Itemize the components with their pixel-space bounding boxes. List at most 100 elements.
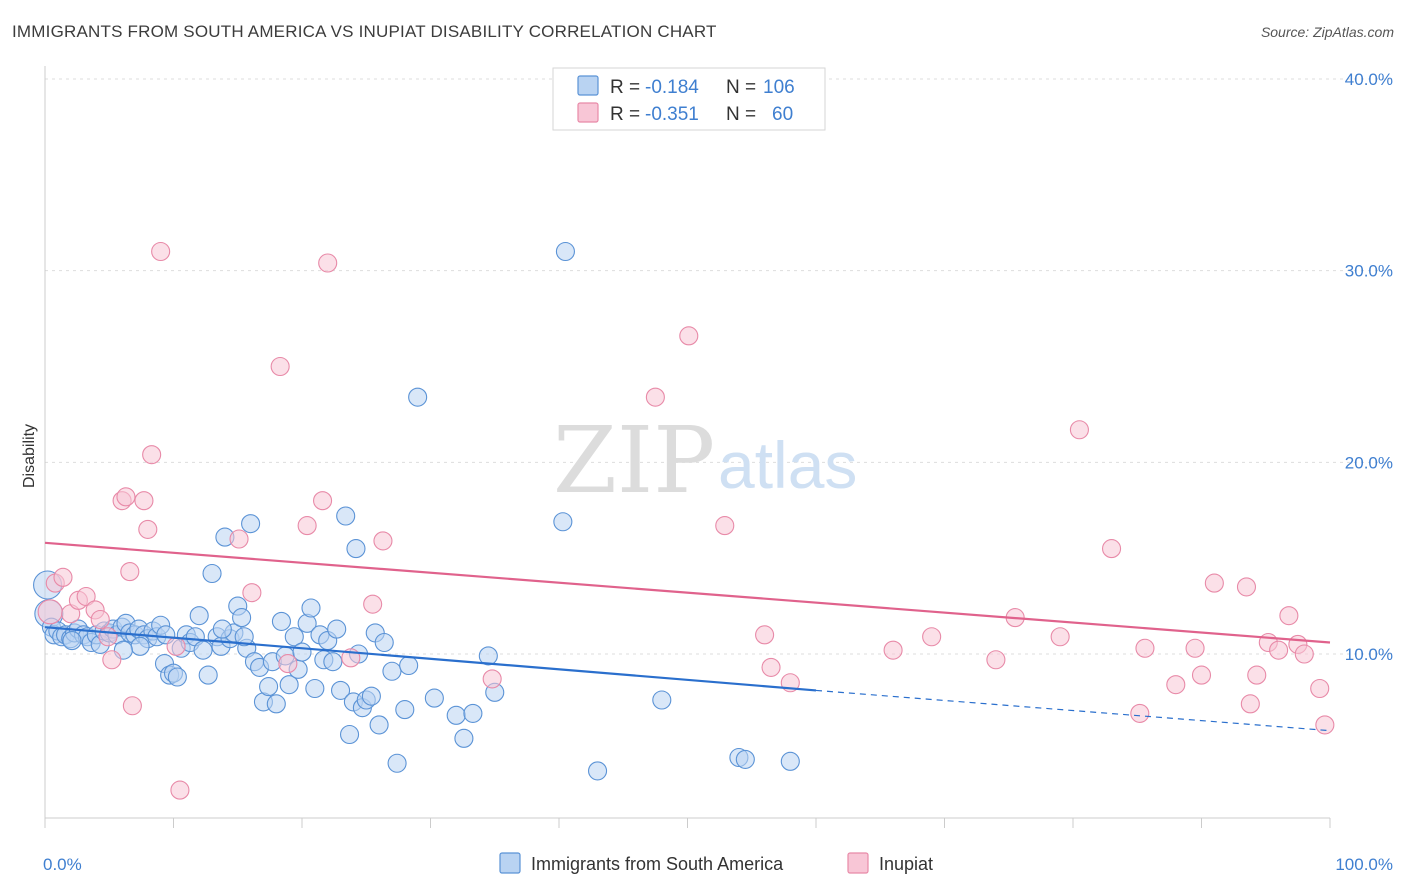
legend-r-value-pink: -0.351	[645, 104, 699, 125]
legend-box: R = -0.184 N = 106 R = -0.351 N = 60	[552, 67, 826, 131]
watermark: ZIP atlas	[553, 407, 857, 514]
axes	[44, 66, 1331, 828]
inupiat-point	[229, 529, 249, 549]
inupiat-point	[1204, 573, 1224, 593]
inupiat-point	[1191, 665, 1212, 685]
y-tick-label: 20.0%	[1345, 453, 1393, 472]
immigrants-point	[212, 619, 232, 639]
inupiat-point	[242, 583, 262, 603]
y-axis-label: Disability	[21, 424, 38, 488]
inupiat-point	[170, 780, 190, 800]
inupiat-point	[102, 650, 122, 670]
inupiat-point	[1069, 420, 1089, 440]
inupiat-point	[1279, 606, 1299, 626]
inupiat-point	[761, 657, 781, 677]
watermark-atlas: atlas	[718, 428, 857, 502]
inupiat-point	[922, 627, 942, 647]
immigrants-point	[284, 627, 304, 647]
trend-lines	[44, 541, 1331, 732]
immigrants-point	[587, 761, 608, 781]
inupiat-point	[1294, 644, 1314, 664]
inupiat-point	[1315, 715, 1335, 735]
inupiat-point	[90, 609, 110, 630]
inupiat-point	[120, 562, 140, 582]
immigrants-point	[463, 703, 483, 723]
immigrants-point	[652, 690, 672, 710]
inupiat-point	[1130, 703, 1150, 723]
inupiat-point	[1240, 694, 1260, 714]
immigrants-point	[301, 598, 321, 618]
bottom-legend-swatch-pink	[847, 852, 869, 874]
immigrants-point	[369, 715, 389, 735]
inupiat-point	[1310, 678, 1330, 699]
immigrants-point	[780, 751, 800, 771]
immigrants-point	[382, 661, 402, 681]
y-tick-label: 40.0%	[1345, 70, 1393, 89]
immigrants-point	[330, 680, 351, 700]
immigrants-point	[130, 636, 150, 656]
inupiat-point	[986, 650, 1006, 670]
immigrants-point	[346, 539, 366, 559]
inupiat-point	[122, 696, 142, 716]
inupiat-point	[482, 669, 502, 689]
immigrants-point	[266, 694, 286, 714]
inupiat-point	[1236, 577, 1257, 597]
legend-r-label-blue: R =	[610, 77, 640, 98]
bottom-legend: Immigrants from South America Inupiat	[499, 852, 933, 874]
immigrants-point	[189, 606, 209, 626]
inupiat-point	[313, 491, 333, 511]
immigrants-point	[399, 655, 419, 676]
inupiat-point	[1166, 675, 1186, 695]
immigrants-point	[374, 632, 394, 653]
inupiat-point	[151, 241, 171, 262]
immigrants-point	[555, 241, 575, 262]
series-inupiat-points	[37, 241, 1335, 800]
inupiat-point	[645, 387, 665, 407]
immigrants-point	[395, 700, 415, 720]
y-tick-label: 10.0%	[1345, 645, 1393, 664]
inupiat-point	[98, 627, 118, 647]
immigrants-point	[361, 686, 381, 706]
immigrants-point	[279, 675, 299, 695]
legend-n-value-blue: 106	[763, 77, 795, 98]
immigrants-point	[234, 627, 254, 647]
legend-swatch-blue	[577, 75, 599, 96]
inupiat-point	[142, 445, 162, 465]
x-tick-label: 0.0%	[43, 855, 82, 874]
immigrants-point	[387, 753, 407, 773]
immigrants-point	[454, 728, 474, 748]
inupiat-point	[134, 491, 154, 511]
immigrants-point	[424, 688, 444, 708]
immigrants-point	[327, 619, 347, 639]
immigrants-point	[167, 667, 187, 687]
inupiat-point	[679, 326, 699, 346]
immigrants-point	[446, 705, 466, 725]
inupiat-point	[116, 487, 136, 507]
immigrants-point	[241, 514, 261, 534]
immigrants-point	[202, 563, 222, 584]
inupiat-point	[363, 594, 383, 614]
inupiat-point	[278, 654, 298, 674]
inupiat-point	[755, 625, 775, 645]
immigrants-point	[478, 646, 498, 666]
tick-labels: 10.0% 20.0% 30.0% 40.0% 0.0% 100.0%	[43, 70, 1393, 874]
legend-n-label-pink: N =	[726, 104, 756, 125]
immigrants-point	[553, 512, 573, 532]
inupiat-point	[715, 516, 735, 536]
trend-line-immigrants	[44, 626, 817, 692]
grid-lines	[45, 78, 1393, 655]
inupiat-point	[1185, 638, 1205, 658]
bottom-legend-label-pink: Inupiat	[879, 854, 933, 874]
inupiat-point	[1050, 627, 1070, 647]
inupiat-point	[1102, 539, 1122, 559]
inupiat-point	[1269, 640, 1289, 660]
immigrants-point	[232, 608, 252, 628]
bottom-legend-swatch-blue	[499, 852, 521, 874]
inupiat-point	[297, 516, 317, 536]
legend-n-value-pink: 60	[772, 104, 793, 125]
x-tick-label: 100.0%	[1335, 855, 1393, 874]
immigrants-point	[198, 665, 218, 685]
y-tick-label: 30.0%	[1345, 262, 1393, 281]
chart-title: IMMIGRANTS FROM SOUTH AMERICA VS INUPIAT…	[12, 22, 717, 41]
